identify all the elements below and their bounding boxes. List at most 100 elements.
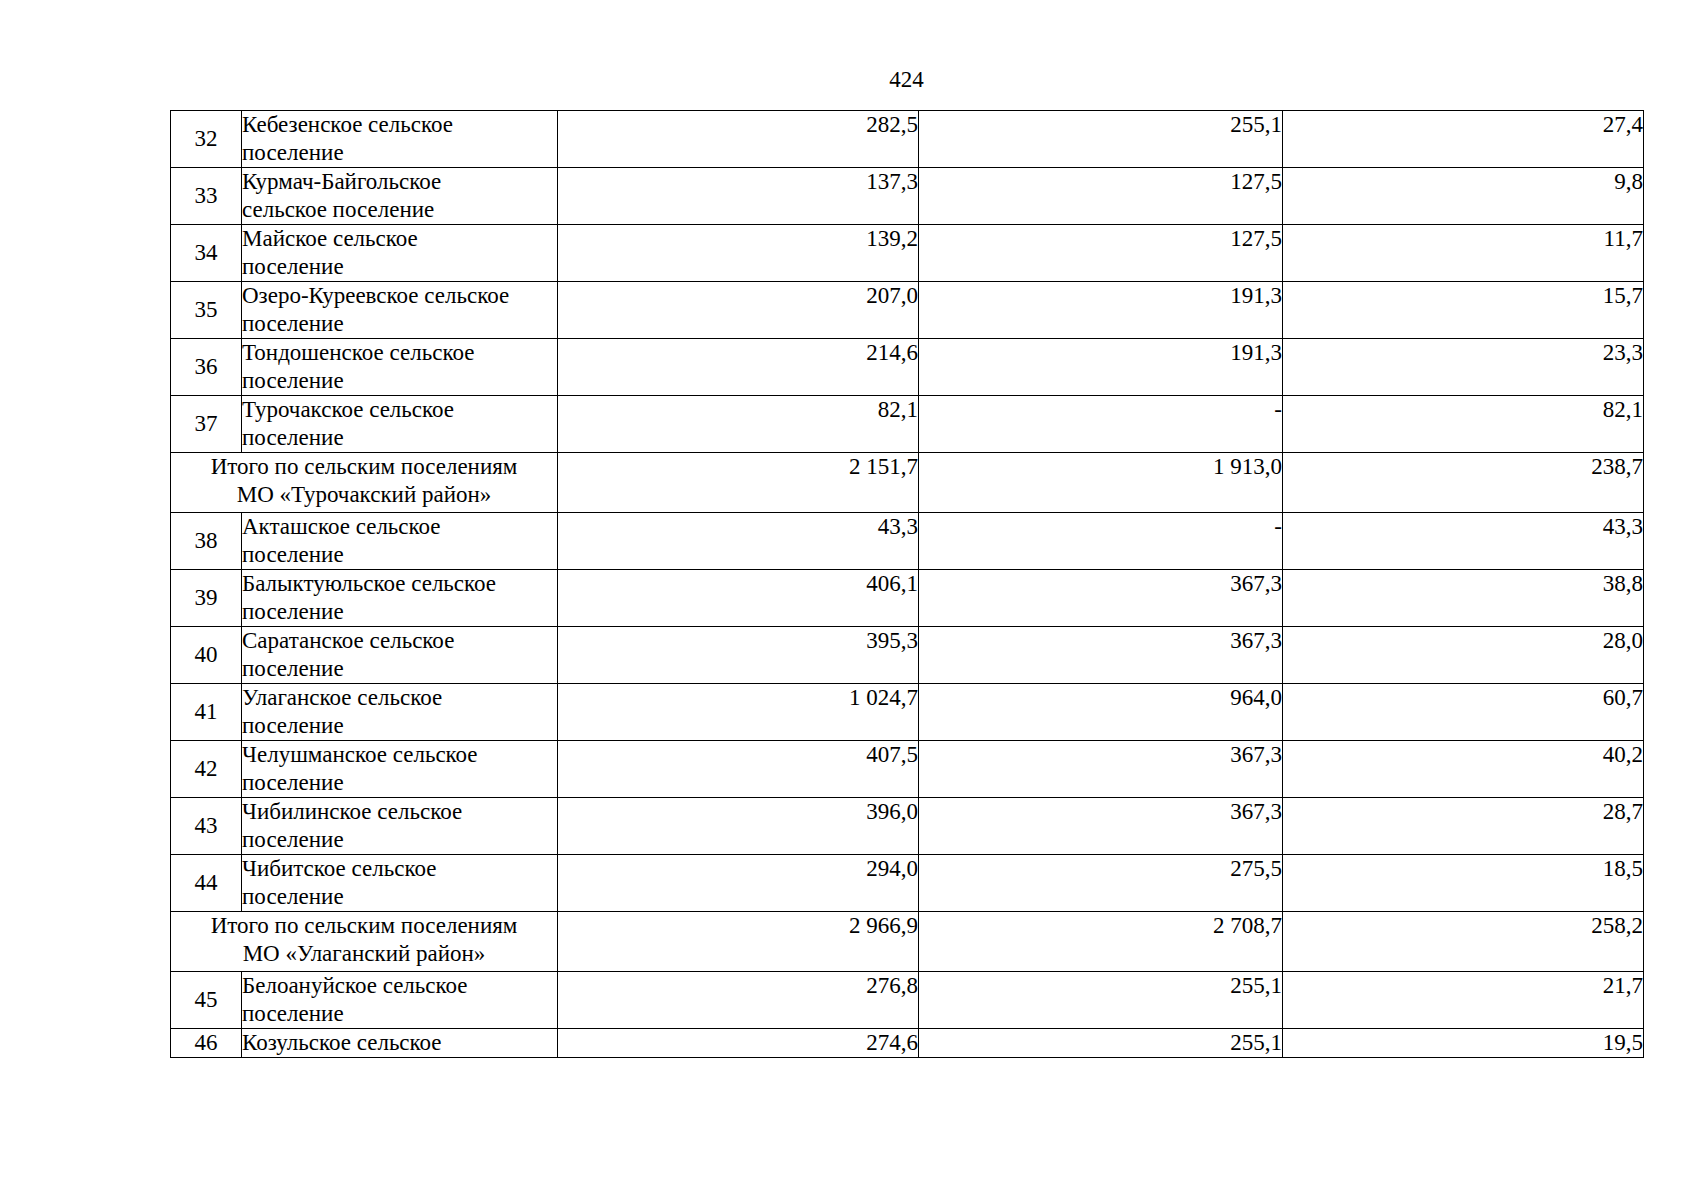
value-2: 255,1: [919, 1029, 1283, 1058]
value-1: 82,1: [558, 396, 919, 453]
value-3: 40,2: [1283, 741, 1644, 798]
value-2: 367,3: [919, 798, 1283, 855]
row-number: 35: [171, 282, 242, 339]
settlement-name: Курмач-Байгольское сельское поселение: [242, 168, 558, 225]
row-number: 34: [171, 225, 242, 282]
value-2: 367,3: [919, 570, 1283, 627]
total-row: Итого по сельским поселениям МО «Улаганс…: [171, 912, 1644, 972]
settlement-name: Чибитское сельское поселение: [242, 855, 558, 912]
settlement-name: Озеро-Куреевское сельское поселение: [242, 282, 558, 339]
value-3: 27,4: [1283, 111, 1644, 168]
value-1: 1 024,7: [558, 684, 919, 741]
settlement-name: Кебезенское сельское поселение: [242, 111, 558, 168]
value-2: -: [919, 513, 1283, 570]
settlement-name: Балыктуюльское сельское поселение: [242, 570, 558, 627]
row-number: 36: [171, 339, 242, 396]
value-1: 407,5: [558, 741, 919, 798]
settlement-name: Тондошенское сельское поселение: [242, 339, 558, 396]
value-1: 282,5: [558, 111, 919, 168]
table-row: 34 Майское сельское поселение 139,2 127,…: [171, 225, 1644, 282]
row-number: 39: [171, 570, 242, 627]
table-row: 44 Чибитское сельское поселение 294,0 27…: [171, 855, 1644, 912]
value-1: 214,6: [558, 339, 919, 396]
settlement-name: Майское сельское поселение: [242, 225, 558, 282]
table-row: 41 Улаганское сельское поселение 1 024,7…: [171, 684, 1644, 741]
row-number: 45: [171, 972, 242, 1029]
row-number: 46: [171, 1029, 242, 1058]
value-2: 127,5: [919, 168, 1283, 225]
settlement-name: Белоануйское сельское поселение: [242, 972, 558, 1029]
value-1: 43,3: [558, 513, 919, 570]
row-number: 37: [171, 396, 242, 453]
page-number: 424: [170, 66, 1643, 94]
total-label: Итого по сельским поселениям МО «Турочак…: [171, 453, 558, 513]
value-1: 274,6: [558, 1029, 919, 1058]
value-3: 15,7: [1283, 282, 1644, 339]
value-2: 191,3: [919, 339, 1283, 396]
value-3: 21,7: [1283, 972, 1644, 1029]
value-3: 238,7: [1283, 453, 1644, 513]
value-1: 2 966,9: [558, 912, 919, 972]
value-3: 19,5: [1283, 1029, 1644, 1058]
value-1: 294,0: [558, 855, 919, 912]
value-2: -: [919, 396, 1283, 453]
row-number: 40: [171, 627, 242, 684]
value-1: 396,0: [558, 798, 919, 855]
table-row: 46 Козульское сельское 274,6 255,1 19,5: [171, 1029, 1644, 1058]
settlement-name: Саратанское сельское поселение: [242, 627, 558, 684]
table-row: 45 Белоануйское сельское поселение 276,8…: [171, 972, 1644, 1029]
value-3: 43,3: [1283, 513, 1644, 570]
value-2: 367,3: [919, 741, 1283, 798]
value-2: 275,5: [919, 855, 1283, 912]
value-2: 191,3: [919, 282, 1283, 339]
value-1: 207,0: [558, 282, 919, 339]
document-page: 424 32 Кебезенское сельское поселение 28…: [0, 0, 1698, 1200]
value-3: 18,5: [1283, 855, 1644, 912]
settlement-name: Козульское сельское: [242, 1029, 558, 1058]
value-3: 11,7: [1283, 225, 1644, 282]
value-1: 2 151,7: [558, 453, 919, 513]
value-2: 255,1: [919, 111, 1283, 168]
settlements-table: 32 Кебезенское сельское поселение 282,5 …: [170, 110, 1644, 1058]
value-1: 395,3: [558, 627, 919, 684]
value-2: 1 913,0: [919, 453, 1283, 513]
value-1: 276,8: [558, 972, 919, 1029]
settlement-name: Улаганское сельское поселение: [242, 684, 558, 741]
settlement-name: Чибилинское сельское поселение: [242, 798, 558, 855]
value-1: 406,1: [558, 570, 919, 627]
value-3: 9,8: [1283, 168, 1644, 225]
value-2: 2 708,7: [919, 912, 1283, 972]
table-row: 32 Кебезенское сельское поселение 282,5 …: [171, 111, 1644, 168]
value-2: 255,1: [919, 972, 1283, 1029]
value-3: 82,1: [1283, 396, 1644, 453]
table-row: 42 Челушманское сельское поселение 407,5…: [171, 741, 1644, 798]
table-row: 43 Чибилинское сельское поселение 396,0 …: [171, 798, 1644, 855]
table-row: 36 Тондошенское сельское поселение 214,6…: [171, 339, 1644, 396]
settlement-name: Турочакское сельское поселение: [242, 396, 558, 453]
table-row: 35 Озеро-Куреевское сельское поселение 2…: [171, 282, 1644, 339]
table-row: 38 Акташское сельское поселение 43,3 - 4…: [171, 513, 1644, 570]
settlement-name: Акташское сельское поселение: [242, 513, 558, 570]
value-3: 23,3: [1283, 339, 1644, 396]
value-2: 367,3: [919, 627, 1283, 684]
table-row: 40 Саратанское сельское поселение 395,3 …: [171, 627, 1644, 684]
value-3: 60,7: [1283, 684, 1644, 741]
value-3: 38,8: [1283, 570, 1644, 627]
value-1: 137,3: [558, 168, 919, 225]
value-3: 28,0: [1283, 627, 1644, 684]
table-row: 37 Турочакское сельское поселение 82,1 -…: [171, 396, 1644, 453]
row-number: 32: [171, 111, 242, 168]
table-body: 32 Кебезенское сельское поселение 282,5 …: [171, 111, 1644, 1058]
row-number: 41: [171, 684, 242, 741]
value-2: 964,0: [919, 684, 1283, 741]
row-number: 42: [171, 741, 242, 798]
row-number: 38: [171, 513, 242, 570]
row-number: 33: [171, 168, 242, 225]
value-1: 139,2: [558, 225, 919, 282]
table-row: 39 Балыктуюльское сельское поселение 406…: [171, 570, 1644, 627]
value-3: 28,7: [1283, 798, 1644, 855]
total-label: Итого по сельским поселениям МО «Улаганс…: [171, 912, 558, 972]
value-3: 258,2: [1283, 912, 1644, 972]
value-2: 127,5: [919, 225, 1283, 282]
total-row: Итого по сельским поселениям МО «Турочак…: [171, 453, 1644, 513]
